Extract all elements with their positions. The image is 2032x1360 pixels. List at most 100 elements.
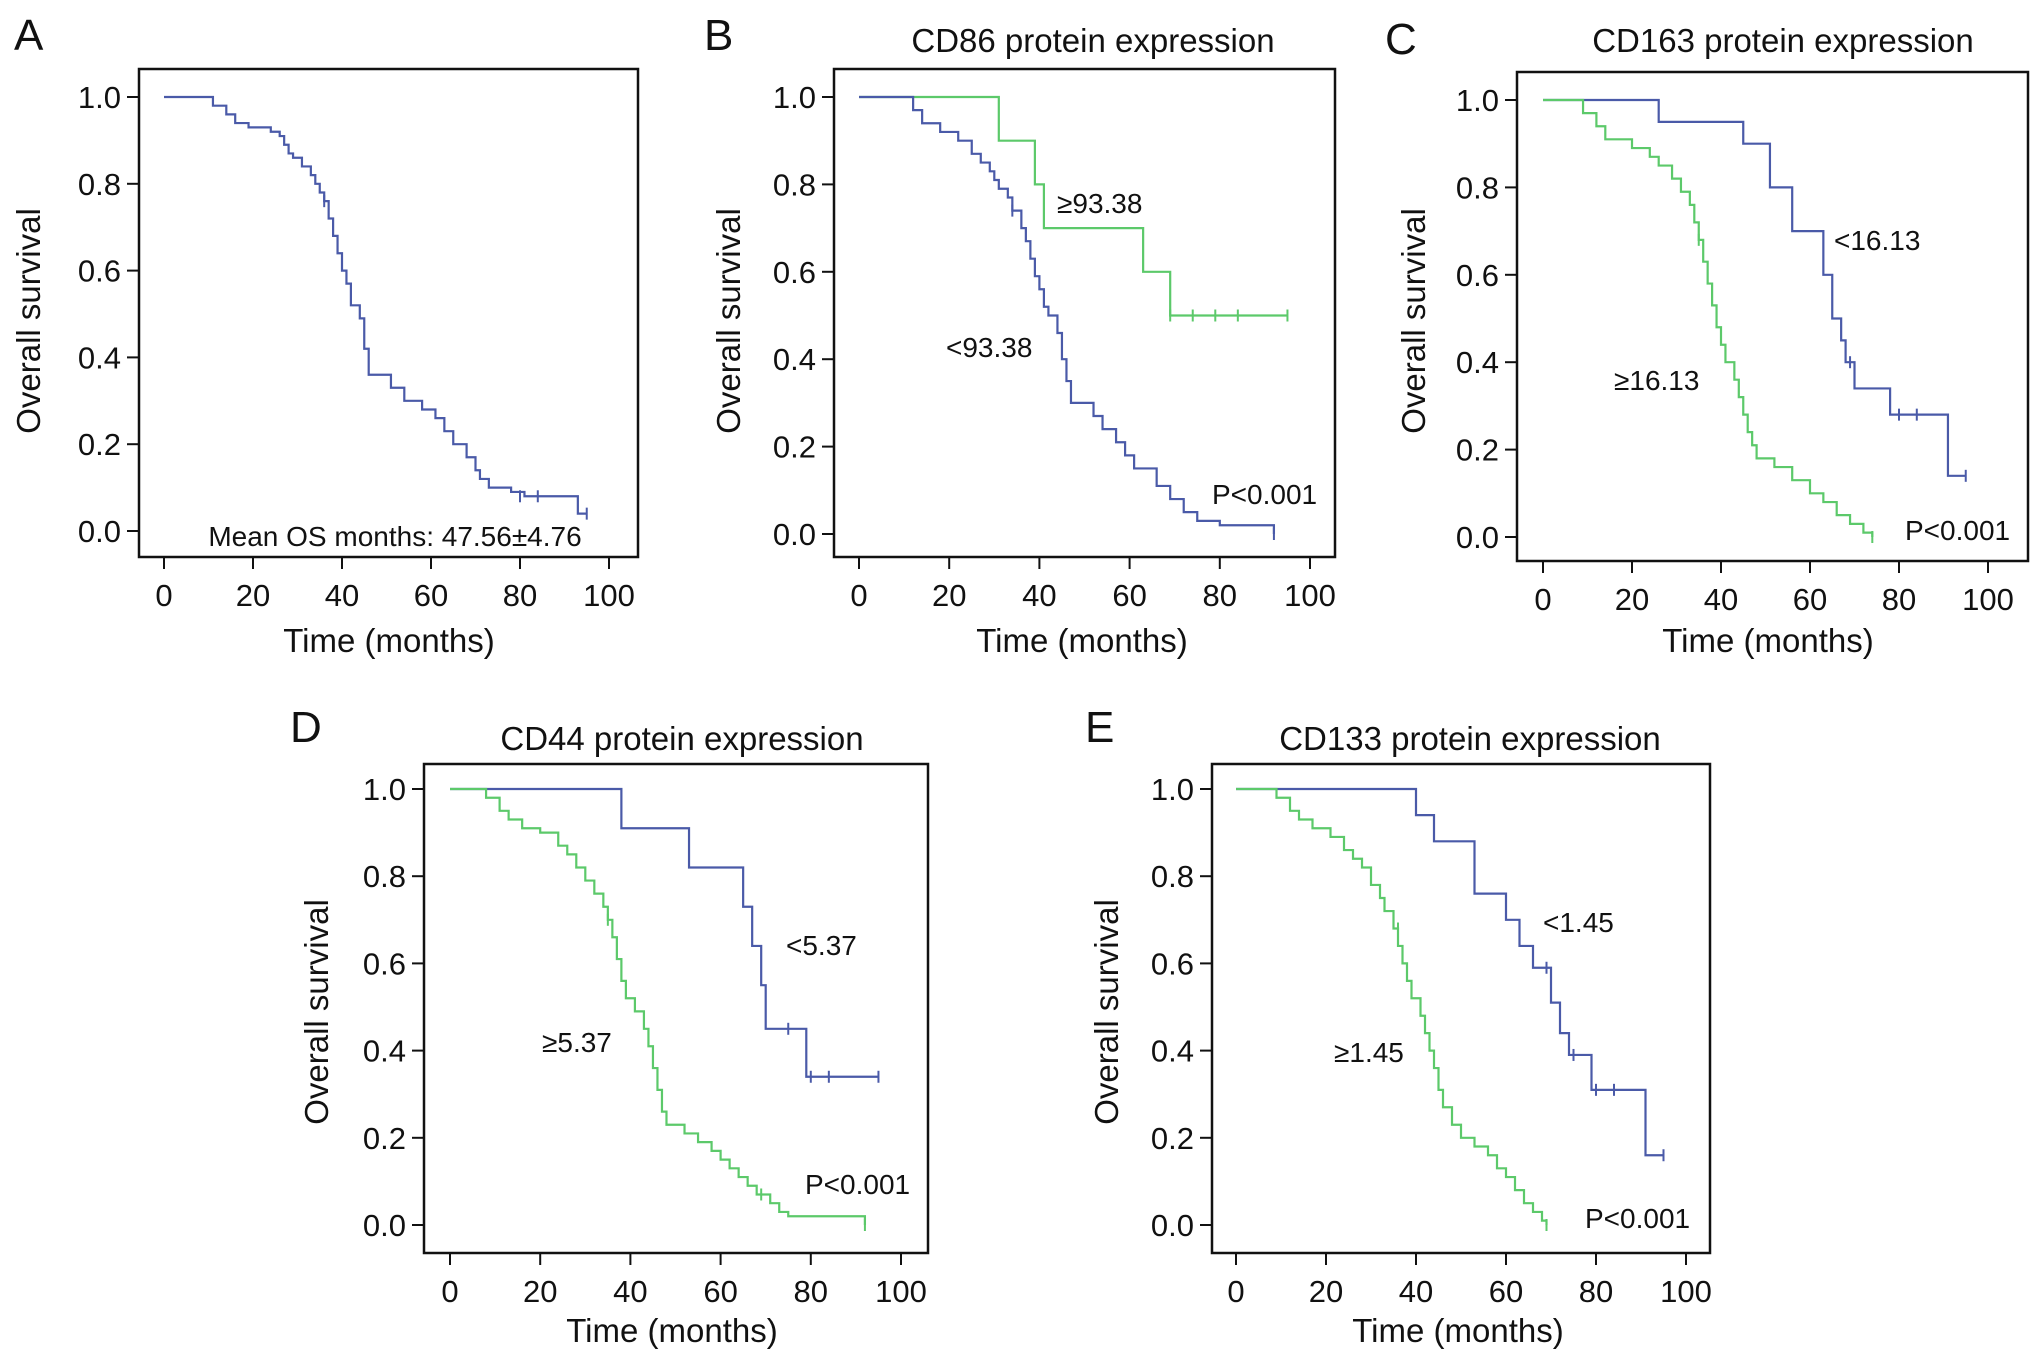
survival-curve-lt-1-45 [1236, 787, 1664, 1157]
panel-letter-a: A [14, 11, 44, 60]
panel-letter-d: D [290, 703, 322, 752]
annotation-low-group: <93.38 [946, 332, 1032, 363]
y-tick-label: 0.2 [1456, 433, 1499, 468]
annotation-low-group: <1.45 [1543, 907, 1614, 938]
x-tick-label: 80 [503, 578, 537, 613]
survival-curve-ge-16-13 [1543, 98, 1874, 537]
x-tick-label: 20 [1615, 582, 1649, 617]
x-tick-label: 60 [1793, 582, 1827, 617]
y-tick-label: 1.0 [1456, 83, 1499, 118]
annotation-low-group: <5.37 [786, 930, 857, 961]
plot-frame [137, 67, 640, 559]
x-tick-label: 20 [523, 1274, 557, 1309]
annotation-high-group: ≥1.45 [1334, 1037, 1404, 1068]
panel-b: B CD86 protein expression Overall surviv… [704, 11, 1337, 659]
y-tick-label: 0.8 [1151, 859, 1194, 894]
y-tick-label: 1.0 [773, 80, 816, 115]
x-tick-label: 80 [1882, 582, 1916, 617]
annotation-p-value: P<0.001 [1585, 1203, 1690, 1234]
y-tick-label: 1.0 [363, 772, 406, 807]
x-tick-label: 60 [1489, 1274, 1523, 1309]
x-tick-label: 20 [932, 578, 966, 613]
x-tick-label: 40 [1022, 578, 1056, 613]
panel-c: C CD163 protein expression Overall survi… [1385, 15, 2030, 659]
x-tick-label: 0 [1534, 582, 1551, 617]
panel-letter-e: E [1085, 703, 1114, 752]
annotation-high-group: ≥93.38 [1057, 188, 1142, 219]
annotation-high-group: ≥5.37 [542, 1027, 612, 1058]
y-tick-label: 0.8 [78, 167, 121, 202]
y-tick-label: 0.0 [363, 1208, 406, 1243]
survival-curve-lt-16-13 [1543, 98, 1966, 477]
x-tick-label: 100 [1660, 1274, 1712, 1309]
y-tick-label: 0.4 [1456, 345, 1499, 380]
x-axis-label: Time (months) [1662, 622, 1873, 659]
y-tick-label: 0.6 [363, 946, 406, 981]
y-tick-label: 0.2 [78, 427, 121, 462]
x-tick-label: 100 [1962, 582, 2014, 617]
chart-title: CD44 protein expression [500, 720, 863, 757]
y-axis-label: Overall survival [710, 208, 747, 434]
annotation-high-group: ≥16.13 [1614, 365, 1699, 396]
x-tick-label: 80 [794, 1274, 828, 1309]
chart-title: CD163 protein expression [1592, 22, 1974, 59]
y-tick-label: 0.4 [1151, 1034, 1194, 1069]
y-tick-label: 0.4 [773, 342, 816, 377]
y-tick-label: 0.6 [773, 255, 816, 290]
plot-frame [832, 67, 1337, 559]
panel-letter-c: C [1385, 15, 1417, 64]
survival-curve-lt-93-38 [859, 95, 1276, 534]
x-tick-label: 60 [414, 578, 448, 613]
y-tick-label: 0.2 [1151, 1121, 1194, 1156]
y-tick-label: 1.0 [1151, 772, 1194, 807]
panel-a: A Overall survival Time (months) Mean OS… [10, 11, 640, 659]
y-tick-label: 0.6 [1151, 946, 1194, 981]
survival-curve-All-patients [164, 95, 587, 515]
x-tick-label: 100 [1284, 578, 1336, 613]
x-tick-label: 40 [1399, 1274, 1433, 1309]
panel-d: D CD44 protein expression Overall surviv… [290, 703, 930, 1349]
annotation-p-value: P<0.001 [1212, 479, 1317, 510]
y-tick-label: 0.4 [78, 340, 121, 375]
y-tick-label: 0.8 [773, 167, 816, 202]
plot-frame [1210, 762, 1712, 1255]
annotation-p-value: P<0.001 [1905, 515, 2010, 546]
y-tick-label: 1.0 [78, 80, 121, 115]
y-axis-label: Overall survival [1395, 208, 1432, 434]
y-tick-label: 0.8 [1456, 170, 1499, 205]
y-tick-label: 0.2 [363, 1121, 406, 1156]
y-tick-label: 0.0 [773, 517, 816, 552]
y-tick-label: 0.8 [363, 859, 406, 894]
x-tick-label: 0 [1227, 1274, 1244, 1309]
panel-e: E CD133 protein expression Overall survi… [1085, 703, 1712, 1349]
y-tick-label: 0.0 [1456, 520, 1499, 555]
survival-curve-lt-5-37 [450, 787, 879, 1078]
y-axis-label: Overall survival [298, 899, 335, 1125]
y-tick-label: 0.0 [1151, 1208, 1194, 1243]
x-axis-label: Time (months) [283, 622, 494, 659]
x-tick-label: 80 [1203, 578, 1237, 613]
x-tick-label: 40 [325, 578, 359, 613]
panel-letter-b: B [704, 11, 733, 60]
survival-curve-ge-1-45 [1236, 787, 1548, 1225]
x-axis-label: Time (months) [1352, 1312, 1563, 1349]
x-tick-label: 40 [1704, 582, 1738, 617]
x-tick-label: 0 [441, 1274, 458, 1309]
x-tick-label: 40 [613, 1274, 647, 1309]
chart-title: CD86 protein expression [911, 22, 1274, 59]
survival-curve-ge-5-37 [450, 787, 867, 1225]
y-tick-label: 0.6 [78, 254, 121, 289]
x-tick-label: 100 [875, 1274, 927, 1309]
y-tick-label: 0.0 [78, 514, 121, 549]
x-tick-label: 20 [1309, 1274, 1343, 1309]
x-axis-label: Time (months) [566, 1312, 777, 1349]
annotation-low-group: <16.13 [1834, 225, 1920, 256]
y-tick-label: 0.4 [363, 1034, 406, 1069]
x-tick-label: 20 [236, 578, 270, 613]
y-axis-label: Overall survival [10, 208, 47, 434]
x-tick-label: 100 [583, 578, 635, 613]
chart-title: CD133 protein expression [1279, 720, 1661, 757]
plot-frame [422, 762, 930, 1255]
x-tick-label: 80 [1579, 1274, 1613, 1309]
